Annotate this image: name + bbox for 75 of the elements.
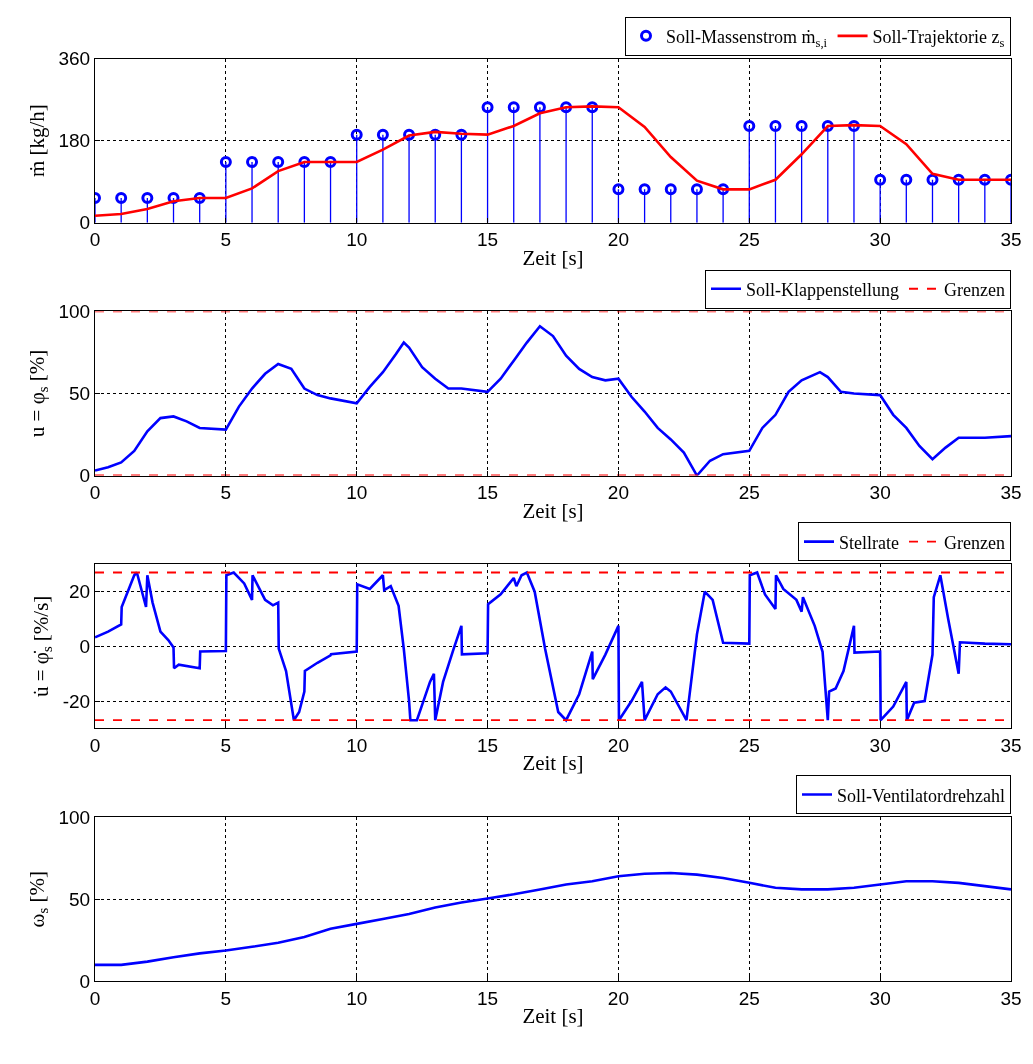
x-tick-label: 25 [738,482,760,504]
y-tick-label: 50 [69,383,91,405]
x-tick-label: 20 [607,735,629,757]
x-tick-label: 25 [738,735,760,757]
x-tick-label: 5 [220,482,232,504]
line-series [95,571,1011,722]
x-tick-label: 10 [346,482,368,504]
legend-label: Soll-Trajektorie z$_{s}$ [872,26,1005,50]
x-axis-title: Zeit [s] [522,1004,584,1029]
x-tick-label: 30 [869,482,891,504]
point [219,156,232,169]
y-tick-label: 0 [79,212,91,234]
y-tick-label: 100 [58,301,91,323]
x-tick-label: 25 [738,988,760,1010]
x-tick-label: 20 [607,229,629,251]
x-tick-label: 15 [477,735,499,757]
point [874,173,887,186]
point [350,128,363,141]
point [376,128,389,141]
line-series [95,324,1011,476]
legend-label: Soll-Massenstrom ṁ$_{s,i}$ [666,26,828,50]
x-axis-title: Zeit [s] [522,245,584,270]
x-tick-label: 35 [1000,482,1022,504]
x-tick-label: 20 [607,988,629,1010]
x-tick-label: 5 [220,735,232,757]
x-tick-label: 5 [220,988,232,1010]
x-tick-label: 10 [346,735,368,757]
x-tick-label: 15 [477,482,499,504]
point [272,156,285,169]
point [690,183,703,196]
x-axis-title: Zeit [s] [522,498,584,523]
point [533,101,546,114]
y-tick-label: 180 [58,130,91,152]
y-tick-label: 20 [69,581,91,603]
x-tick-label: 30 [869,229,891,251]
y-tick-label: -20 [62,690,91,712]
x-tick-label: 30 [869,735,891,757]
point [612,183,625,196]
point [141,192,154,205]
y-tick-label: 0 [79,970,91,992]
x-tick-label: 20 [607,482,629,504]
x-tick-label: 10 [346,229,368,251]
point [481,101,494,114]
y-axis-title: ṁ [kg/h] [24,104,49,178]
legend-label: Stellrate [839,532,899,553]
point [246,156,259,169]
point [638,183,651,196]
point [743,120,756,132]
x-tick-label: 10 [346,988,368,1010]
y-tick-label: 100 [58,806,91,828]
x-tick-label: 15 [477,988,499,1010]
line-series [95,871,1011,967]
x-tick-label: 5 [220,229,232,251]
point [769,120,782,132]
x-tick-label: 30 [869,988,891,1010]
x-axis-title: Zeit [s] [522,751,584,776]
legend-label: Grenzen [943,279,1005,300]
x-tick-label: 35 [1000,988,1022,1010]
legend-label: Grenzen [943,532,1005,553]
x-tick-label: 15 [477,229,499,251]
point [900,173,913,186]
x-tick-label: 35 [1000,229,1022,251]
x-tick-label: 25 [738,229,760,251]
point [507,101,520,114]
y-tick-label: 50 [69,888,91,910]
x-tick-label: 35 [1000,735,1022,757]
legend-label: Soll-Klappenstellung [746,279,899,300]
point [664,183,677,196]
point [115,192,128,205]
legend-label: Soll-Ventilatordrehzahl [837,785,1005,806]
y-tick-label: 0 [79,465,91,487]
y-tick-label: 0 [79,636,91,658]
point [926,173,939,186]
y-tick-label: 360 [58,48,91,70]
point [795,120,808,132]
